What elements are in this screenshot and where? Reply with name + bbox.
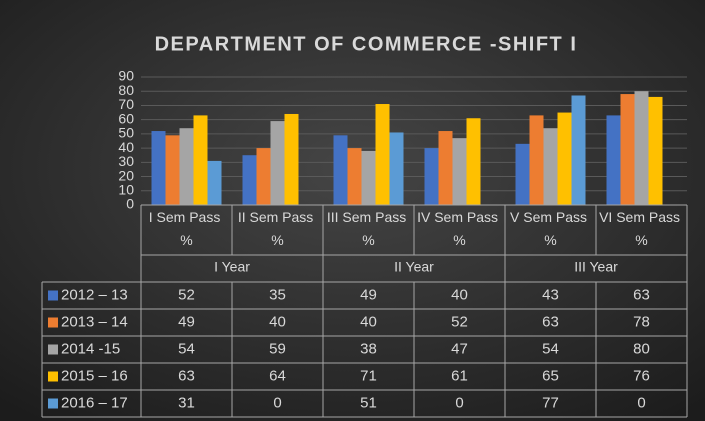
bar <box>165 135 180 205</box>
legend-swatch <box>48 398 58 409</box>
table-value: 0 <box>455 394 463 411</box>
bar <box>333 135 348 205</box>
y-tick-label: 30 <box>118 153 134 169</box>
y-tick-label: 10 <box>118 181 134 197</box>
bar <box>648 96 663 205</box>
table-value: 40 <box>360 313 377 330</box>
x-tick-label: I Sem Pass % <box>149 209 224 248</box>
table-value: 80 <box>633 340 650 357</box>
table-value: 54 <box>542 340 559 357</box>
legend-label: 2012 – 13 <box>61 286 128 303</box>
bar <box>466 118 481 205</box>
bar <box>375 104 390 205</box>
table-value: 38 <box>360 340 377 357</box>
table-value: 63 <box>178 367 195 384</box>
bar <box>270 121 285 205</box>
table-value: 52 <box>178 286 195 303</box>
bar <box>347 148 362 205</box>
x-tick-label: III Sem Pass % <box>327 209 410 248</box>
bar <box>242 155 257 205</box>
bar <box>543 128 558 205</box>
table-value: 47 <box>451 340 468 357</box>
bar <box>634 91 649 205</box>
group-label: I Year <box>214 259 250 275</box>
bar <box>284 113 299 205</box>
table-value: 49 <box>360 286 377 303</box>
bar <box>424 148 439 205</box>
table-value: 76 <box>633 367 650 384</box>
legend-swatch <box>48 290 58 301</box>
legend-label: 2013 – 14 <box>61 313 128 330</box>
y-tick-label: 20 <box>118 167 134 183</box>
table-value: 51 <box>360 394 377 411</box>
bar <box>452 138 467 205</box>
table-value: 77 <box>542 394 559 411</box>
table-value: 54 <box>178 340 195 357</box>
x-tick-label: VI Sem Pass % <box>599 209 684 248</box>
table-value: 31 <box>178 394 195 411</box>
legend-label: 2015 – 16 <box>61 367 128 384</box>
legend-label: 2014 -15 <box>61 340 120 357</box>
table-value: 71 <box>360 367 377 384</box>
bar <box>361 150 376 205</box>
group-label: II Year <box>394 259 434 275</box>
bar <box>571 95 586 205</box>
table-value: 52 <box>451 313 468 330</box>
table-value: 64 <box>269 367 286 384</box>
chart-title: DEPARTMENT OF COMMERCE -SHIFT I <box>155 33 578 55</box>
y-tick-label: 60 <box>118 110 134 126</box>
legend-swatch <box>48 344 58 355</box>
bar <box>207 160 222 205</box>
y-tick-label: 40 <box>118 139 134 155</box>
bar <box>438 131 453 205</box>
legend-label: 2016 – 17 <box>61 394 128 411</box>
y-tick-label: 80 <box>118 82 134 98</box>
table-value: 0 <box>637 394 645 411</box>
table-value: 61 <box>451 367 468 384</box>
table-value: 65 <box>542 367 559 384</box>
bar <box>606 115 621 205</box>
table-value: 0 <box>273 394 281 411</box>
group-label: III Year <box>574 259 618 275</box>
bar <box>193 115 208 205</box>
x-tick-label: V Sem Pass % <box>510 209 591 248</box>
bar <box>529 115 544 205</box>
bar <box>620 94 635 205</box>
table-value: 43 <box>542 286 559 303</box>
bar <box>151 131 166 205</box>
y-tick-label: 90 <box>118 68 134 84</box>
x-tick-label: II Sem Pass % <box>238 209 317 248</box>
bar <box>389 132 404 205</box>
table-value: 35 <box>269 286 286 303</box>
x-tick-label: IV Sem Pass % <box>417 209 502 248</box>
table-value: 63 <box>542 313 559 330</box>
legend-swatch <box>48 371 58 382</box>
table-value: 40 <box>269 313 286 330</box>
legend-swatch <box>48 317 58 328</box>
bar <box>256 148 271 205</box>
y-tick-label: 0 <box>126 196 134 212</box>
table-value: 78 <box>633 313 650 330</box>
table-value: 59 <box>269 340 286 357</box>
bar <box>515 143 530 205</box>
bar <box>557 112 572 205</box>
bar <box>179 128 194 205</box>
table-value: 63 <box>633 286 650 303</box>
y-tick-label: 50 <box>118 125 134 141</box>
table-value: 40 <box>451 286 468 303</box>
table-value: 49 <box>178 313 195 330</box>
y-tick-label: 70 <box>118 96 134 112</box>
